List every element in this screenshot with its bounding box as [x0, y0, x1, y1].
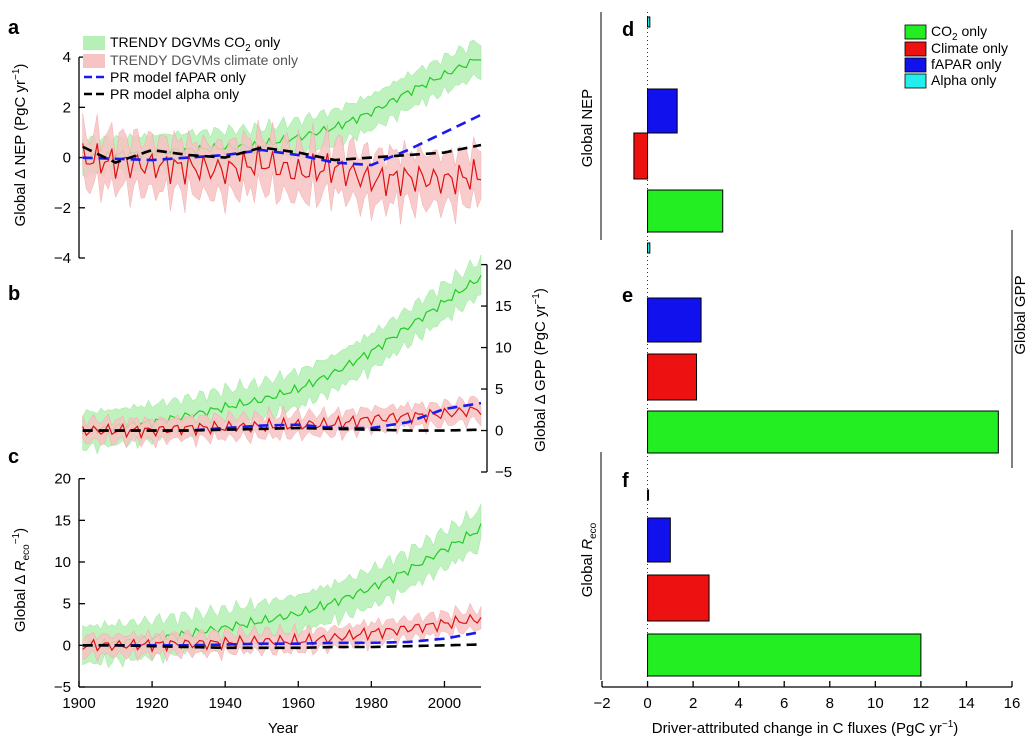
- y-tick-label-c: 20: [54, 471, 71, 488]
- bar-fapar-2: [647, 517, 671, 563]
- ylabel-c: Global Δ Reco−1): [11, 528, 32, 632]
- y-tick-label-b: 10: [495, 340, 512, 357]
- bar-legend-swatch-co2: [904, 24, 927, 40]
- bar-climate-2: [647, 574, 710, 622]
- ylabel-a: Global Δ NEP (PgC yr−1): [11, 64, 29, 227]
- alpha-line-a: [82, 143, 482, 164]
- bar-x-tick-label: 16: [1004, 695, 1021, 712]
- bar-co2-1: [647, 410, 999, 454]
- x-tick-label: 1900: [62, 695, 95, 712]
- legend-swatch-climate: [83, 54, 105, 68]
- bar-legend-label-co2: CO2 only: [931, 23, 987, 43]
- bar-fapar-0: [647, 88, 678, 134]
- alpha-line-c: [82, 643, 482, 650]
- y-tick-label-b: 5: [495, 381, 503, 398]
- climate-line-c: [82, 613, 482, 653]
- group-label-gpp: Global GPP: [1012, 275, 1029, 354]
- bar-legend-label-alpha: Alpha only: [931, 72, 996, 88]
- bar-x-tick-label: 6: [780, 695, 788, 712]
- y-tick-label-a: −4: [54, 250, 71, 267]
- y-tick-label-c: 5: [63, 596, 71, 613]
- bar-legend-swatch-climate: [904, 41, 927, 57]
- bar-legend-swatch-alpha: [904, 73, 927, 89]
- fapar-line-a: [82, 113, 482, 167]
- y-tick-label-b: 0: [495, 423, 503, 440]
- x-tick-label: 2000: [428, 695, 461, 712]
- y-tick-label-b: −5: [495, 464, 512, 481]
- bar-co2-0: [647, 189, 724, 233]
- legend-label-alpha: PR model alpha only: [110, 86, 239, 102]
- y-tick-label-a: −2: [54, 200, 71, 217]
- bar-alpha-0: [647, 16, 651, 28]
- legend-label-climate: TRENDY DGVMs climate only: [110, 52, 298, 68]
- x-tick-label: 1960: [282, 695, 315, 712]
- panel-letter-f: f: [622, 470, 629, 492]
- y-tick-label-c: 15: [54, 512, 71, 529]
- y-tick-label-a: 4: [63, 49, 71, 66]
- legend-label-fapar: PR model fAPAR only: [110, 69, 246, 85]
- y-tick-label-c: −5: [54, 679, 71, 696]
- group-label-nep: Global NEP: [579, 89, 596, 167]
- bar-x-tick-label: 12: [913, 695, 930, 712]
- panel-letter-e: e: [622, 285, 633, 307]
- legend-label-co2: TRENDY DGVMs CO2 only: [110, 34, 280, 54]
- bar-x-tick-label: 14: [958, 695, 975, 712]
- group-label-reco: Global Reco: [579, 522, 599, 597]
- panel-letter-d: d: [622, 19, 634, 41]
- panel-letter-b: b: [8, 283, 20, 305]
- y-tick-label-c: 10: [54, 554, 71, 571]
- bar-climate-0: [633, 132, 649, 180]
- bar-climate-1: [647, 353, 698, 401]
- bar-x-tick-label: 4: [734, 695, 742, 712]
- x-tick-label: 1980: [355, 695, 388, 712]
- panel-letter-c: c: [8, 446, 19, 468]
- x-tick-label: 1940: [208, 695, 241, 712]
- y-tick-label-a: 2: [63, 99, 71, 116]
- bar-x-tick-label: 8: [826, 695, 834, 712]
- y-tick-label-b: 15: [495, 298, 512, 315]
- y-tick-label-b: 20: [495, 257, 512, 274]
- y-tick-label-c: 0: [63, 637, 71, 654]
- bar-x-tick-label: 0: [643, 695, 651, 712]
- climate-line-b: [82, 405, 482, 440]
- ylabel-b: Global Δ GPP (PgC yr−1): [531, 288, 549, 452]
- alpha-line-b: [82, 426, 482, 432]
- bar-x-tick-label: 2: [689, 695, 697, 712]
- legend-swatch-co2: [83, 36, 105, 50]
- bar-alpha-2: [647, 489, 650, 501]
- bar-legend-label-climate: Climate only: [931, 40, 1008, 56]
- bar-legend-label-fapar: fAPAR only: [931, 56, 1002, 72]
- y-tick-label-a: 0: [63, 150, 71, 167]
- bar-co2-2: [647, 633, 922, 677]
- bar-fapar-1: [647, 297, 702, 343]
- xlabel-bars: Driver-attributed change in C fluxes (Pg…: [652, 719, 959, 737]
- bar-x-tick-label: 10: [867, 695, 884, 712]
- xlabel-year: Year: [268, 720, 298, 737]
- panel-letter-a: a: [8, 17, 20, 39]
- x-tick-label: 1920: [135, 695, 168, 712]
- bar-x-tick-label: −2: [593, 695, 610, 712]
- bar-legend-swatch-fapar: [904, 57, 927, 73]
